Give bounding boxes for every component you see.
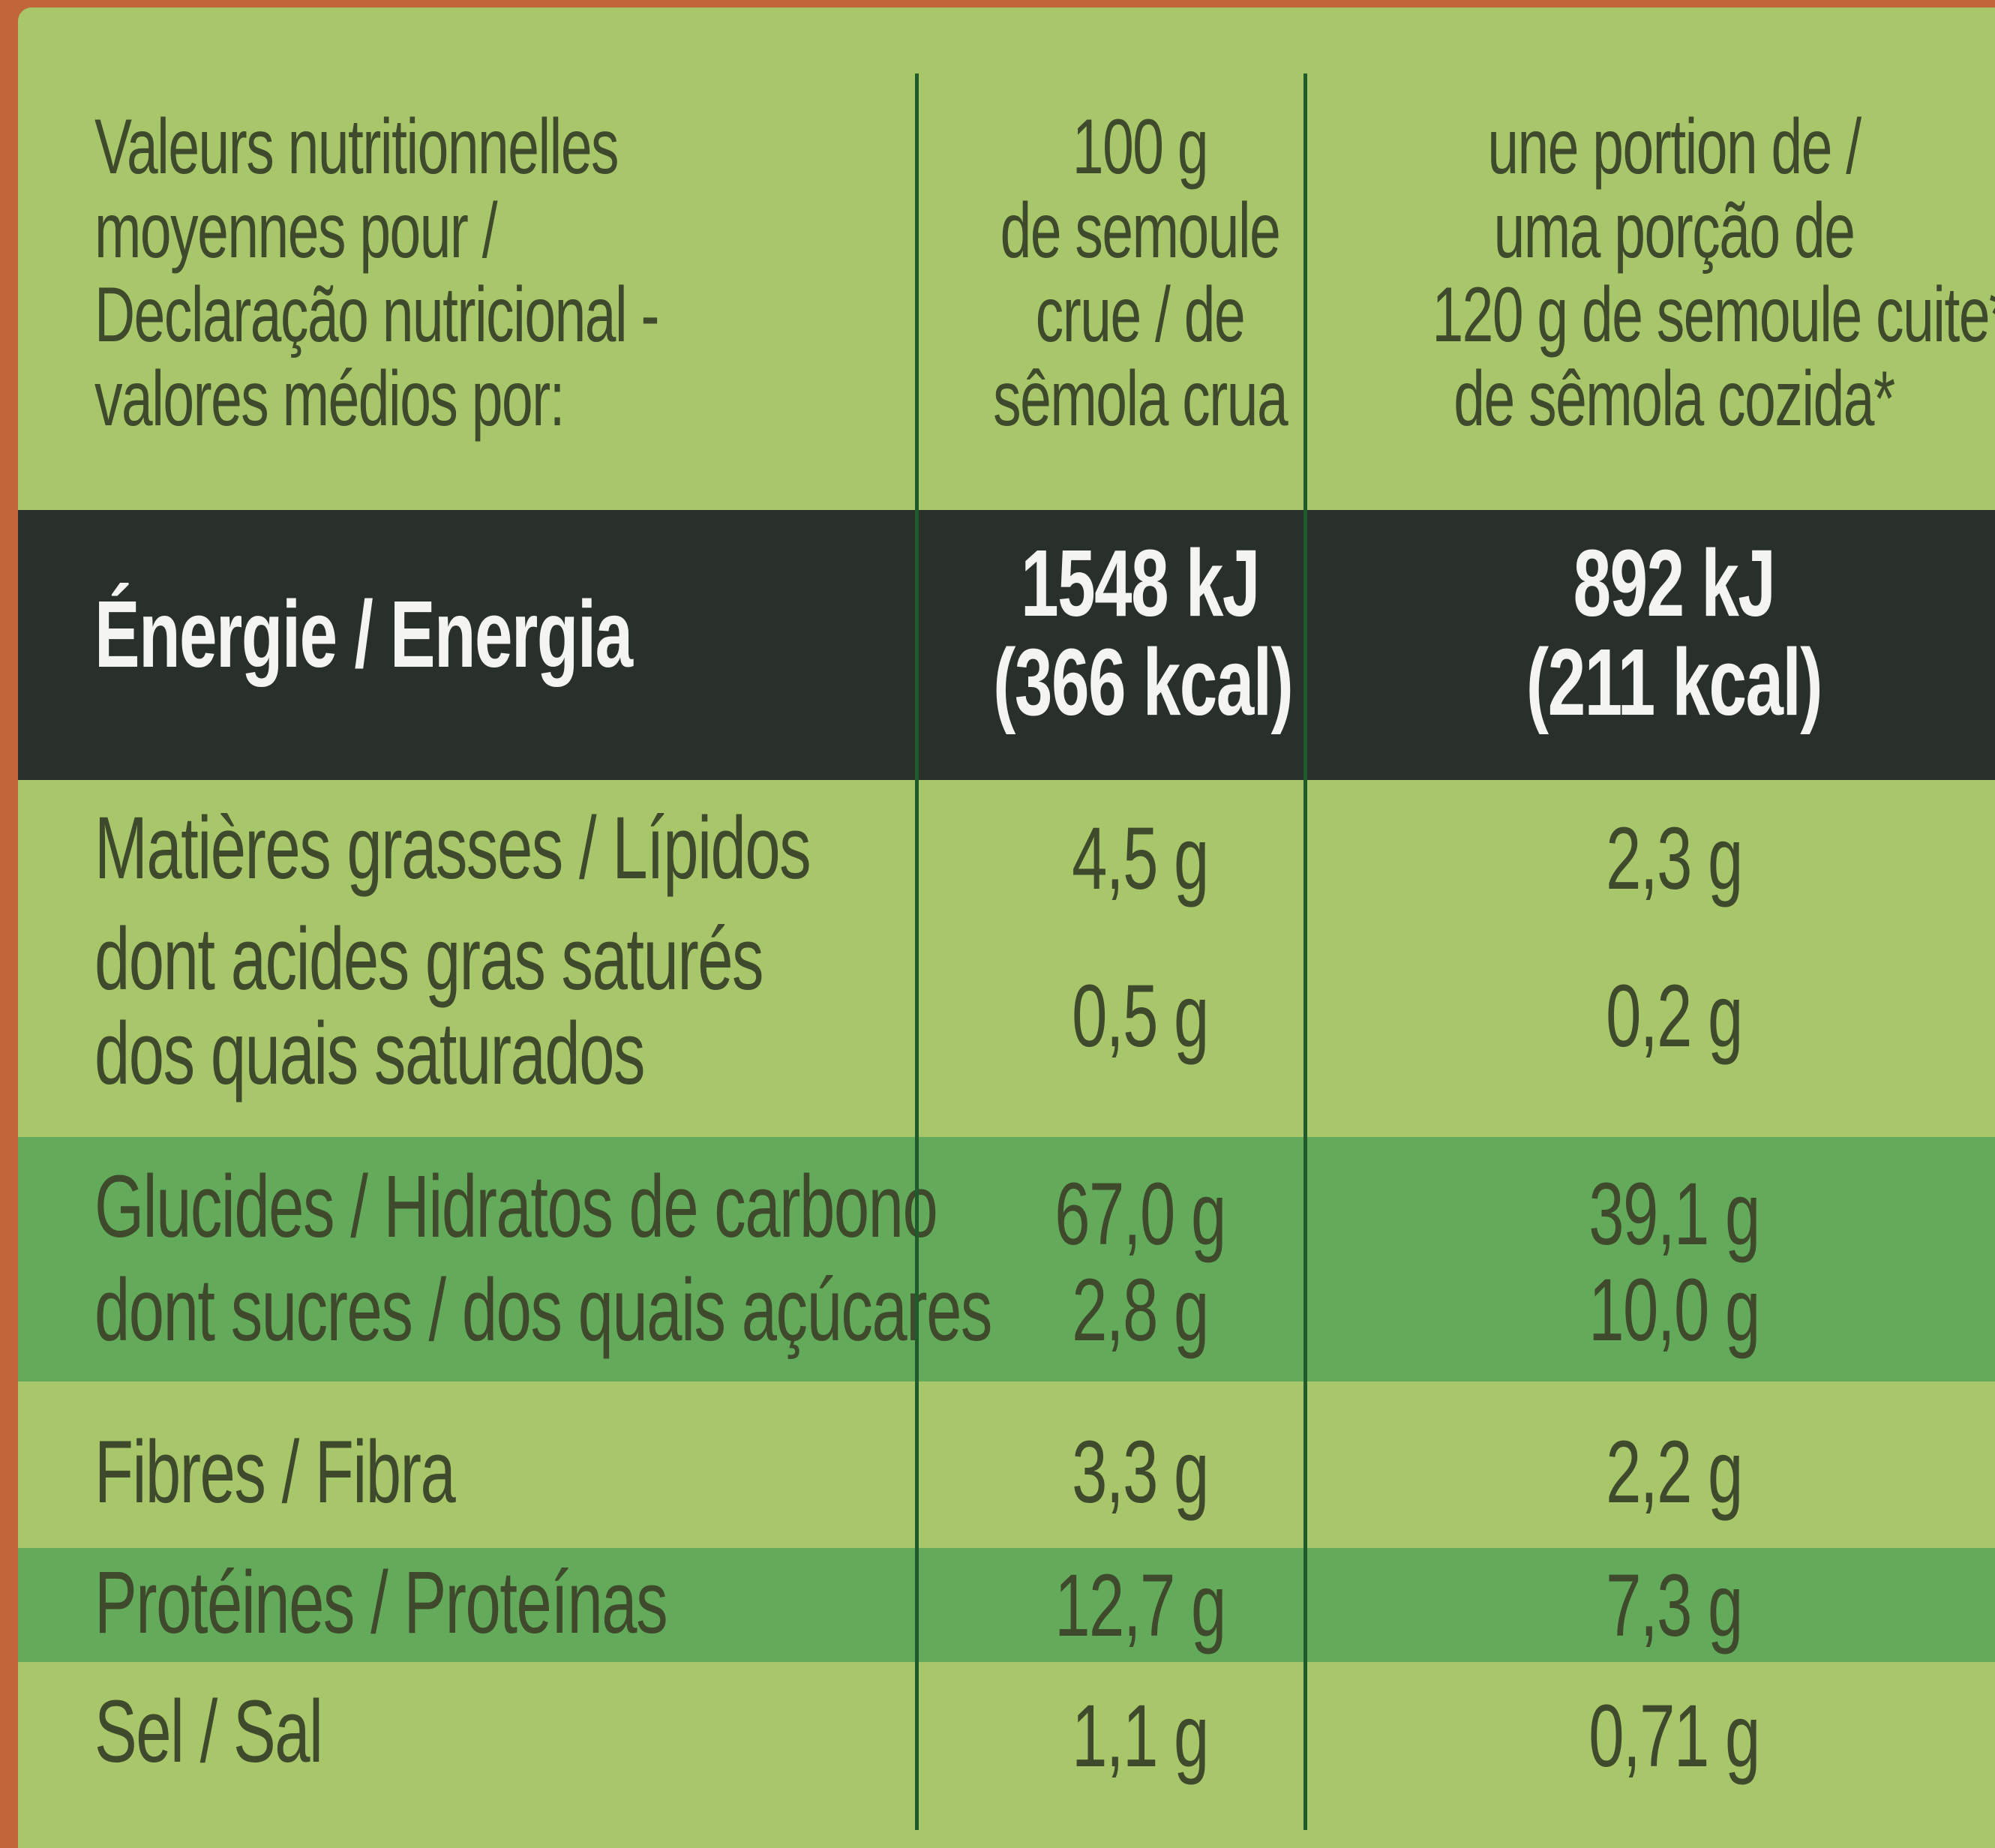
header-line: 120 g de semoule cuite*/ [1432,272,1995,358]
energy-kcal: (366 kcal) [993,629,1294,735]
saturated-label-line: dont acides gras saturés [94,910,764,1009]
energy-per-100g: 1548 kJ (366 kcal) [993,530,1294,735]
protein-label: Protéines / Proteínas [94,1553,668,1652]
nutrition-label: Valeurs nutritionnelles moyennes pour / … [18,8,1995,1848]
sugars-per-100g: 2,8 g [1072,1261,1209,1360]
energy-kcal: (211 kcal) [1526,629,1823,735]
energy-kj: 892 kJ [1573,530,1776,636]
header-line: crue / de [1035,272,1246,358]
salt-per-portion: 0,71 g [1588,1687,1760,1786]
per-100g-column-header: 100 g de semoule crue / de sêmola crua [993,104,1288,442]
carbohydrate-row: Glucides / Hidratos de carbono 67,0 g 39… [18,1137,1995,1382]
fibre-per-100g: 3,3 g [1072,1423,1209,1522]
fibre-row: Fibres / Fibra 3,3 g 2,2 g [18,1382,1995,1546]
fat-per-100g: 4,5 g [1072,809,1209,908]
saturated-label: dont acides gras saturés dos quais satur… [94,910,764,1103]
protein-per-100g: 12,7 g [1054,1556,1226,1655]
fibre-label: Fibres / Fibra [94,1423,456,1522]
header-line: de sêmola cozida* [1454,356,1895,442]
column-divider [1304,74,1307,1830]
fat-row: Matières grasses / Lípidos 4,5 g 2,3 g d… [18,780,1995,1140]
carbs-per-portion: 39,1 g [1588,1165,1760,1264]
carbs-label: Glucides / Hidratos de carbono [94,1157,938,1256]
sugars-per-portion: 10,0 g [1588,1261,1760,1360]
fat-label: Matières grasses / Lípidos [94,799,812,898]
salt-row: Sel / Sal 1,1 g 0,71 g [18,1662,1995,1848]
header-line: uma porção de [1493,188,1856,274]
header-line: de semoule [1000,188,1281,274]
header-line: Declaração nutricional - [94,272,659,358]
carbs-per-100g: 67,0 g [1054,1165,1226,1264]
saturated-label-line: dos quais saturados [94,1004,645,1103]
fibre-per-portion: 2,2 g [1606,1423,1743,1522]
nutrient-column-header: Valeurs nutritionnelles moyennes pour / … [94,104,659,442]
per-portion-column-header: une portion de / uma porção de 120 g de … [1432,104,1995,442]
saturated-per-portion: 0,2 g [1606,967,1743,1066]
salt-per-100g: 1,1 g [1072,1687,1209,1786]
sugars-label: dont sucres / dos quais açúcares [94,1261,992,1360]
header-line: sêmola crua [993,356,1288,442]
header-line: une portion de / [1487,104,1862,190]
fat-per-portion: 2,3 g [1606,809,1743,908]
protein-row: Protéines / Proteínas 12,7 g 7,3 g [18,1548,1995,1662]
column-divider [915,74,919,1830]
energy-per-portion: 892 kJ (211 kcal) [1432,534,1916,732]
energy-kj: 1548 kJ [1021,530,1260,636]
energy-row: Énergie / Energia 1548 kJ (366 kcal) 892… [18,510,1995,780]
header-line: moyennes pour / [94,188,498,274]
salt-label: Sel / Sal [94,1682,323,1781]
energy-label: Énergie / Energia [94,581,633,687]
saturated-per-100g: 0,5 g [1072,967,1209,1066]
header-line: valores médios por: [94,356,565,442]
protein-per-portion: 7,3 g [1606,1556,1743,1655]
header-line: Valeurs nutritionnelles [94,104,620,190]
header-row: Valeurs nutritionnelles moyennes pour / … [18,105,1995,518]
header-line: 100 g [1072,104,1209,190]
